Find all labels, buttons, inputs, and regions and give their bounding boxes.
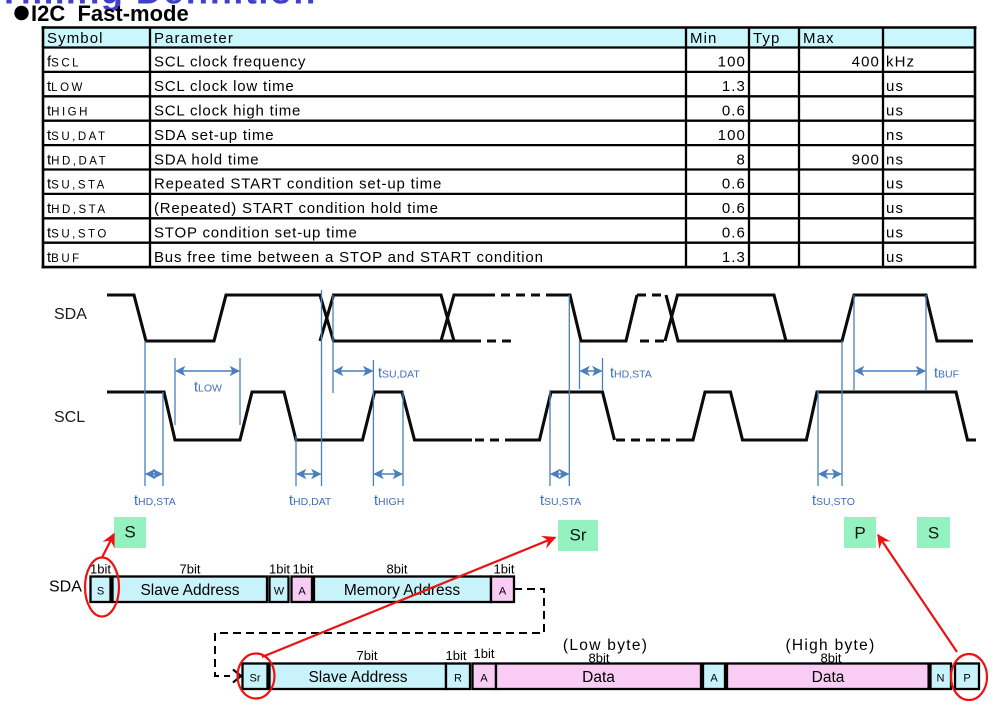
svg-text:100: 100 [718, 54, 746, 71]
svg-text:tSU,STO: tSU,STO [47, 225, 109, 242]
svg-text:tHD,STA: tHD,STA [47, 200, 108, 217]
svg-text:ns: ns [886, 151, 904, 168]
svg-text:tSU,DAT: tSU,DAT [378, 366, 420, 382]
svg-text:8bit: 8bit [387, 562, 408, 577]
svg-text:1bit: 1bit [293, 562, 314, 577]
svg-text:7bit: 7bit [180, 562, 201, 577]
svg-text:(Repeated) START condition hol: (Repeated) START condition hold time [154, 200, 439, 217]
svg-text:ns: ns [886, 127, 904, 144]
svg-text:Sr: Sr [570, 526, 587, 545]
svg-text:1.3: 1.3 [722, 249, 746, 266]
svg-text:8bit: 8bit [821, 651, 842, 666]
svg-text:Data: Data [812, 669, 845, 686]
svg-text:1bit: 1bit [446, 648, 467, 663]
svg-text:N: N [937, 673, 945, 685]
svg-text:900: 900 [852, 151, 880, 168]
svg-text:kHz: kHz [886, 54, 915, 71]
svg-text:Max: Max [803, 30, 835, 47]
svg-text:I2C Fast-mode: I2C Fast-mode [31, 1, 189, 26]
svg-text:Min: Min [690, 30, 717, 47]
svg-text:Bus free time between a STOP a: Bus free time between a STOP and START c… [154, 249, 544, 266]
svg-text:SCL: SCL [54, 409, 85, 426]
svg-text:W: W [274, 586, 285, 598]
svg-text:(Low byte): (Low byte) [563, 637, 648, 654]
svg-text:us: us [886, 200, 904, 217]
svg-text:Slave Address: Slave Address [140, 582, 239, 599]
svg-text:us: us [886, 176, 904, 193]
svg-text:tLOW: tLOW [194, 380, 222, 396]
svg-text:S: S [928, 524, 939, 543]
svg-text:Repeated START condition set-u: Repeated START condition set-up time [154, 176, 442, 193]
svg-text:Slave Address: Slave Address [308, 669, 407, 686]
svg-text:tHD,STA: tHD,STA [134, 493, 176, 509]
svg-text:Symbol: Symbol [47, 30, 104, 47]
svg-text:Memory Address: Memory Address [344, 582, 461, 599]
svg-text:STOP condition set-up time: STOP condition set-up time [154, 225, 358, 242]
svg-text:8bit: 8bit [589, 651, 610, 666]
svg-text:A: A [710, 673, 718, 685]
svg-text:(High byte): (High byte) [785, 637, 875, 654]
svg-text:1bit: 1bit [494, 562, 515, 577]
svg-text:Typ: Typ [753, 30, 780, 47]
svg-text:SDA: SDA [54, 306, 87, 323]
svg-text:S: S [97, 586, 104, 598]
svg-text:us: us [886, 78, 904, 95]
svg-text:S: S [124, 523, 135, 542]
svg-text:0.6: 0.6 [722, 200, 746, 217]
svg-text:400: 400 [852, 54, 880, 71]
svg-text:SDA set-up time: SDA set-up time [154, 127, 274, 144]
svg-text:8: 8 [737, 151, 746, 168]
svg-text:Timing Definition: Timing Definition [0, 0, 317, 12]
svg-text:A: A [480, 673, 488, 685]
svg-text:P: P [854, 524, 865, 543]
svg-text:tHD,DAT: tHD,DAT [289, 493, 332, 509]
svg-text:SDA hold time: SDA hold time [154, 151, 259, 168]
svg-text:tSU,STA: tSU,STA [47, 176, 107, 193]
svg-text:1bit: 1bit [269, 562, 290, 577]
svg-text:A: A [499, 586, 507, 598]
svg-text:SCL clock high time: SCL clock high time [154, 103, 301, 120]
svg-text:A: A [298, 586, 306, 598]
svg-text:tLOW: tLOW [47, 78, 85, 95]
svg-text:tBUF: tBUF [934, 366, 959, 382]
svg-text:SCL clock low time: SCL clock low time [154, 78, 295, 95]
svg-text:us: us [886, 225, 904, 242]
svg-text:SDA: SDA [49, 579, 82, 596]
svg-text:100: 100 [718, 127, 746, 144]
svg-text:0.6: 0.6 [722, 176, 746, 193]
svg-text:tBUF: tBUF [47, 249, 82, 266]
svg-text:P: P [963, 673, 970, 685]
svg-text:us: us [886, 103, 904, 120]
svg-text:1bit: 1bit [474, 646, 495, 661]
svg-text:tSU,DAT: tSU,DAT [47, 127, 108, 144]
svg-text:0.6: 0.6 [722, 225, 746, 242]
svg-text:Parameter: Parameter [154, 30, 234, 47]
svg-text:1bit: 1bit [90, 562, 111, 577]
svg-text:us: us [886, 249, 904, 266]
svg-text:R: R [454, 673, 462, 685]
svg-text:7bit: 7bit [357, 648, 378, 663]
svg-text:1.3: 1.3 [722, 78, 746, 95]
svg-text:tSU,STA: tSU,STA [540, 493, 581, 509]
svg-text:tHIGH: tHIGH [47, 103, 90, 120]
svg-text:SCL clock frequency: SCL clock frequency [154, 54, 306, 71]
svg-text:tHD,STA: tHD,STA [610, 366, 652, 382]
svg-text:Sr: Sr [250, 673, 261, 685]
svg-text:tHD,DAT: tHD,DAT [47, 151, 108, 168]
svg-text:tSU,STO: tSU,STO [812, 493, 855, 509]
svg-text:tHIGH: tHIGH [374, 493, 404, 509]
svg-text:0.6: 0.6 [722, 103, 746, 120]
svg-text:fSCL: fSCL [47, 54, 81, 71]
svg-text:Data: Data [582, 669, 615, 686]
